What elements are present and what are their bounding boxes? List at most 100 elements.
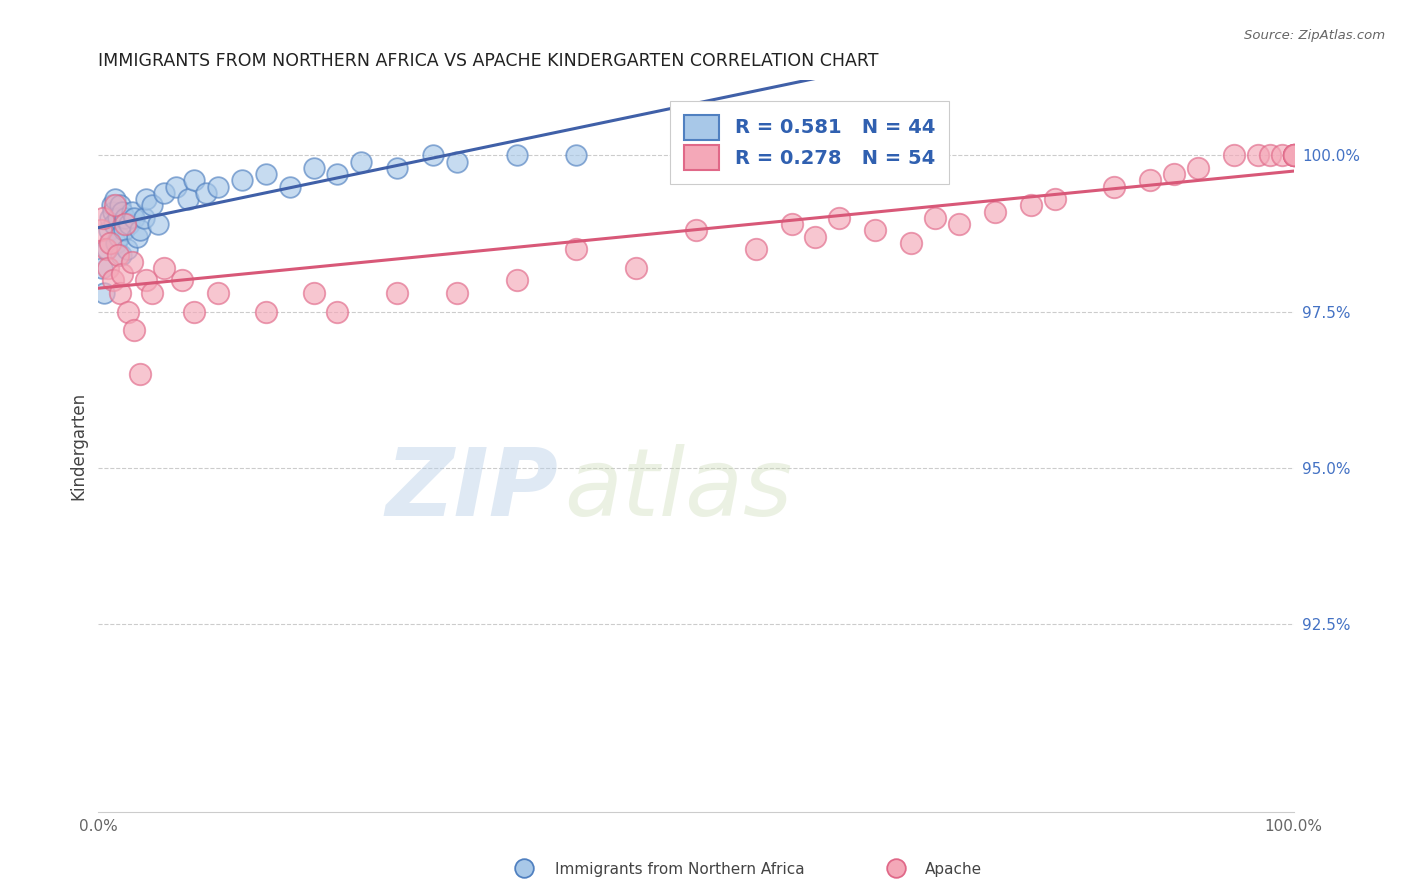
Point (129, 223, 152, 237)
Point (183, 304, 205, 318)
Point (107, 229, 129, 244)
Point (135, 192, 157, 206)
Point (107, 248, 129, 262)
Point (1104, 179, 1126, 194)
Point (745, 242, 768, 256)
Point (302, 285, 325, 300)
Point (103, 217, 125, 231)
Point (108, 198, 131, 212)
Point (115, 242, 138, 256)
Point (1045, 706, 1067, 721)
Point (90, 223, 112, 237)
Point (94, 242, 117, 256)
Y-axis label: Kindergarten: Kindergarten (69, 392, 87, 500)
Point (117, 304, 139, 318)
Point (685, 223, 707, 237)
Point (98, 223, 121, 237)
Text: Immigrants from Northern Africa: Immigrants from Northern Africa (555, 863, 806, 877)
Point (183, 173, 205, 187)
Point (1223, 148, 1246, 162)
Point (118, 217, 141, 231)
Legend: R = 0.581   N = 44, R = 0.278   N = 54: R = 0.581 N = 44, R = 0.278 N = 54 (671, 101, 949, 184)
Point (278, 179, 301, 194)
Point (97, 260, 120, 275)
Point (93, 285, 115, 300)
Point (165, 179, 187, 194)
Point (135, 273, 157, 287)
Point (104, 198, 127, 212)
Point (828, 211, 851, 225)
Point (148, 217, 170, 231)
Point (446, 285, 468, 300)
Point (385, 161, 409, 175)
Point (141, 198, 163, 212)
Point (121, 204, 143, 219)
Point (153, 260, 176, 275)
Point (108, 285, 131, 300)
Point (101, 273, 124, 287)
Point (111, 267, 134, 281)
Point (110, 248, 132, 262)
Point (207, 179, 229, 194)
Point (924, 211, 946, 225)
Point (124, 211, 146, 225)
Point (114, 211, 136, 225)
Point (96, 242, 118, 256)
Point (124, 323, 146, 337)
Point (104, 192, 127, 206)
Point (141, 285, 163, 300)
Point (804, 229, 827, 244)
Point (254, 167, 277, 181)
Point (91, 260, 114, 275)
Point (1139, 173, 1161, 187)
Point (121, 254, 143, 268)
Point (1247, 148, 1270, 162)
Point (900, 235, 922, 250)
Point (350, 154, 373, 169)
Point (385, 285, 409, 300)
Point (1163, 167, 1185, 181)
Point (984, 204, 1007, 219)
Point (105, 235, 128, 250)
Point (231, 173, 253, 187)
Point (153, 186, 176, 200)
Point (1187, 161, 1209, 175)
Point (506, 273, 529, 287)
Point (132, 211, 155, 225)
Point (177, 192, 200, 206)
Point (326, 304, 349, 318)
Text: Apache: Apache (925, 863, 983, 877)
Point (125, 229, 148, 244)
Point (780, 217, 803, 231)
Point (101, 204, 124, 219)
Point (422, 148, 444, 162)
Point (1019, 198, 1042, 212)
Point (506, 148, 529, 162)
Text: atlas: atlas (565, 444, 793, 535)
Point (565, 242, 588, 256)
Text: Source: ZipAtlas.com: Source: ZipAtlas.com (1244, 29, 1385, 42)
Point (112, 223, 135, 237)
Point (446, 154, 468, 169)
Point (91, 211, 114, 225)
Point (1282, 148, 1305, 162)
Point (172, 273, 194, 287)
Point (626, 260, 648, 275)
Point (195, 186, 218, 200)
Point (254, 304, 277, 318)
Point (1043, 192, 1066, 206)
Point (865, 223, 887, 237)
Point (100, 198, 122, 212)
Point (111, 204, 134, 219)
Point (1282, 148, 1305, 162)
Point (98, 235, 122, 250)
Point (302, 161, 325, 175)
Point (1282, 148, 1305, 162)
Point (565, 148, 588, 162)
Point (114, 217, 136, 231)
Text: ZIP: ZIP (385, 444, 558, 536)
Text: IMMIGRANTS FROM NORTHERN AFRICA VS APACHE KINDERGARTEN CORRELATION CHART: IMMIGRANTS FROM NORTHERN AFRICA VS APACH… (98, 53, 879, 70)
Point (1282, 148, 1305, 162)
Point (1258, 148, 1281, 162)
Point (1282, 148, 1305, 162)
